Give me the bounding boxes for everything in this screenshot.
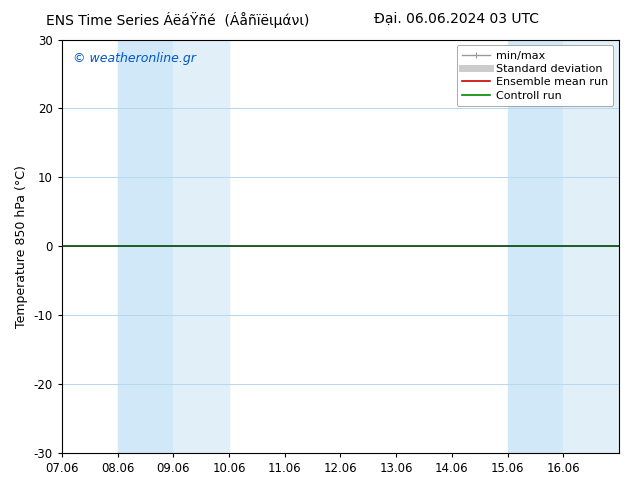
Text: Đại. 06.06.2024 03 UTC: Đại. 06.06.2024 03 UTC bbox=[374, 12, 539, 26]
Bar bbox=[563, 40, 619, 453]
Bar bbox=[173, 40, 229, 453]
Text: ENS Time Series ÁëáŸñé  (Áåñïëιμάνι): ENS Time Series ÁëáŸñé (Áåñïëιμάνι) bbox=[46, 12, 309, 28]
Bar bbox=[508, 40, 563, 453]
Y-axis label: Temperature 850 hPa (°C): Temperature 850 hPa (°C) bbox=[15, 165, 28, 328]
Legend: min/max, Standard deviation, Ensemble mean run, Controll run: min/max, Standard deviation, Ensemble me… bbox=[456, 45, 614, 106]
Text: © weatheronline.gr: © weatheronline.gr bbox=[73, 52, 196, 65]
Bar bbox=[117, 40, 173, 453]
